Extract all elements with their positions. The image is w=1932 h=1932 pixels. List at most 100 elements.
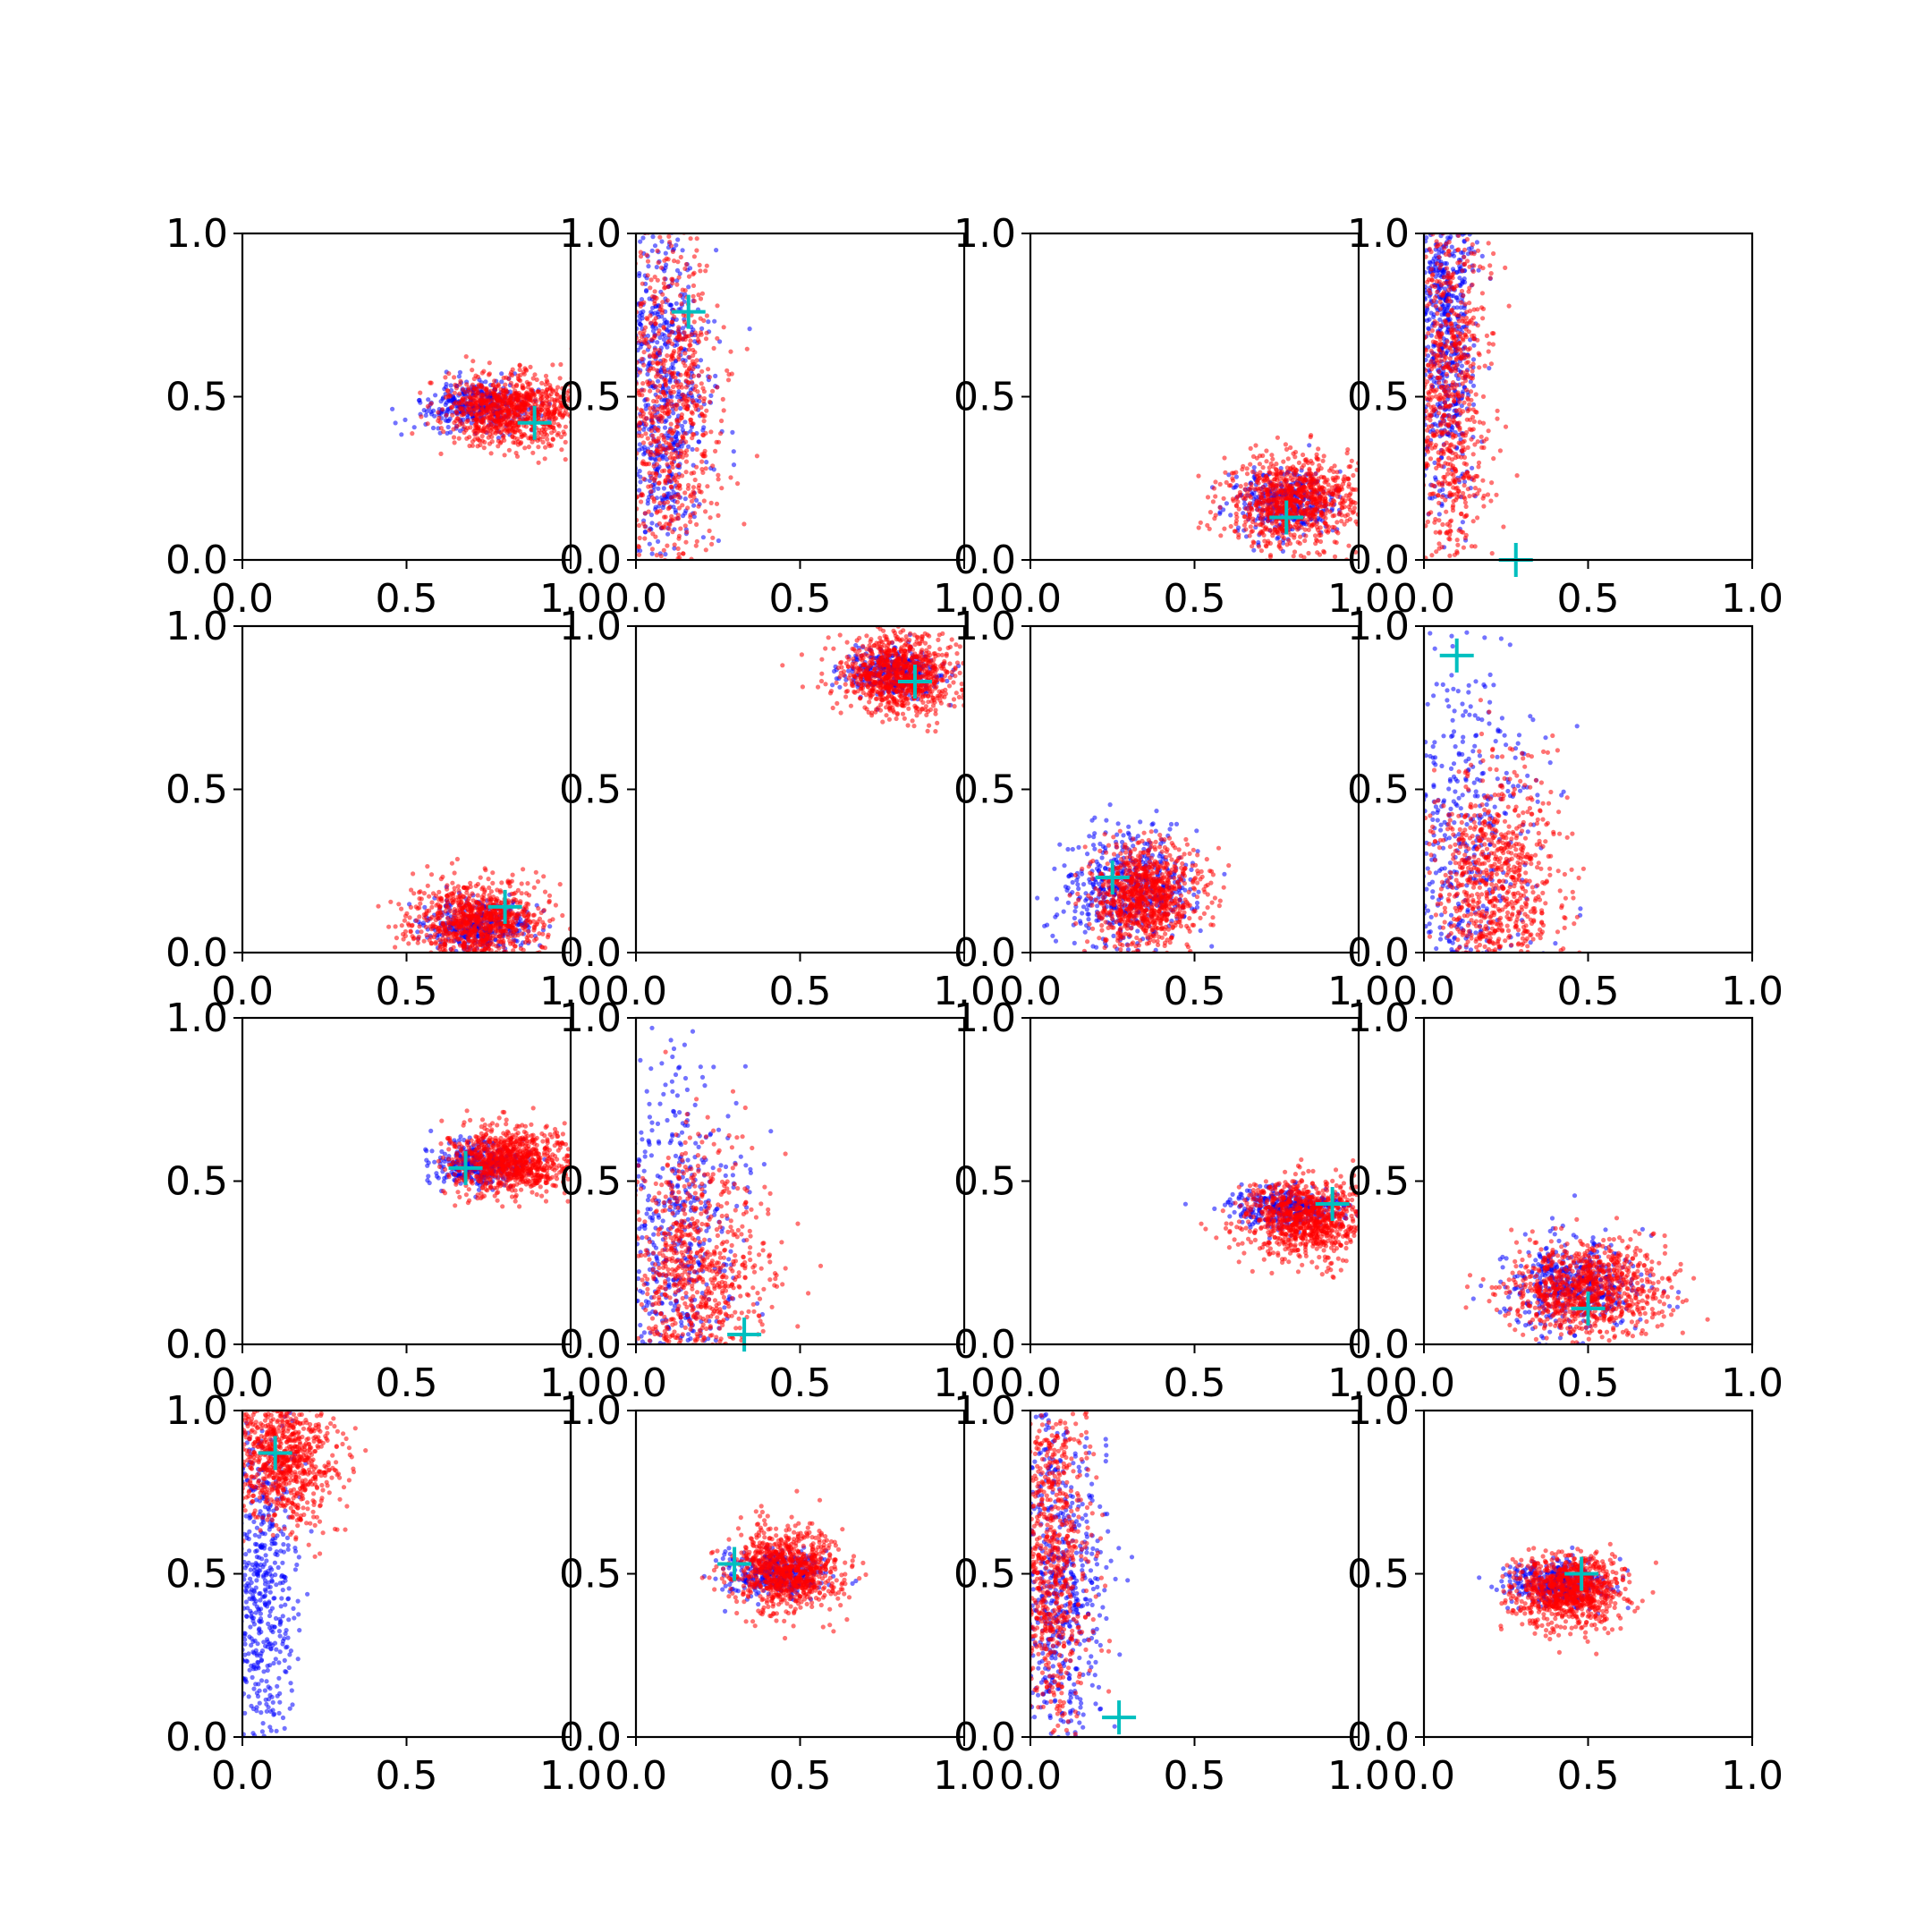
red-point bbox=[1456, 340, 1462, 345]
red-point bbox=[708, 515, 713, 521]
red-point bbox=[665, 462, 670, 467]
red-point bbox=[744, 346, 750, 352]
red-point bbox=[1352, 509, 1357, 514]
red-point bbox=[1449, 307, 1454, 312]
red-point bbox=[1441, 275, 1446, 280]
red-point bbox=[645, 436, 650, 441]
red-point bbox=[446, 371, 452, 377]
red-point bbox=[683, 261, 690, 267]
red-point bbox=[545, 386, 550, 392]
red-point bbox=[1335, 494, 1341, 499]
blue-point bbox=[1431, 378, 1436, 385]
red-point bbox=[636, 552, 642, 557]
red-point bbox=[530, 376, 536, 381]
red-point bbox=[540, 439, 546, 445]
y-tick-label: 0.5 bbox=[953, 375, 1016, 420]
red-point bbox=[703, 509, 708, 514]
red-point bbox=[1213, 479, 1218, 485]
red-point bbox=[1426, 390, 1431, 395]
blue-point bbox=[1449, 244, 1454, 250]
red-point bbox=[652, 275, 657, 280]
red-point bbox=[1467, 318, 1472, 325]
red-point bbox=[1347, 507, 1353, 513]
blue-point bbox=[669, 365, 674, 370]
blue-point bbox=[1479, 253, 1485, 258]
red-point bbox=[1213, 494, 1218, 499]
red-point bbox=[657, 508, 663, 513]
red-point bbox=[1452, 552, 1457, 557]
red-point bbox=[1258, 521, 1264, 527]
red-point bbox=[640, 381, 646, 386]
red-point bbox=[1296, 460, 1301, 466]
red-point bbox=[1316, 456, 1321, 462]
red-point bbox=[574, 422, 579, 427]
red-point bbox=[636, 522, 642, 529]
red-point bbox=[688, 236, 693, 242]
red-point bbox=[654, 374, 659, 379]
red-point bbox=[1285, 469, 1291, 474]
red-point bbox=[696, 485, 701, 491]
red-point bbox=[1265, 540, 1271, 547]
red-point bbox=[701, 419, 707, 424]
red-point bbox=[467, 443, 472, 449]
blue-point bbox=[448, 398, 453, 403]
red-point bbox=[650, 366, 656, 371]
red-point bbox=[1442, 428, 1447, 434]
red-point bbox=[562, 431, 567, 436]
x-tick-label: 0.0 bbox=[211, 576, 274, 622]
red-point bbox=[1260, 453, 1266, 459]
blue-point bbox=[1468, 337, 1473, 343]
blue-point bbox=[443, 418, 448, 423]
red-point bbox=[683, 385, 690, 390]
red-point bbox=[683, 459, 690, 464]
red-point bbox=[643, 421, 648, 428]
red-point bbox=[1316, 446, 1321, 452]
red-point bbox=[1464, 258, 1470, 264]
red-point bbox=[1444, 371, 1449, 377]
red-point bbox=[661, 377, 667, 382]
red-point bbox=[419, 414, 424, 419]
red-point bbox=[1321, 486, 1327, 491]
red-point bbox=[1230, 478, 1236, 483]
y-tick-label: 1.0 bbox=[953, 211, 1016, 257]
red-point bbox=[641, 362, 647, 368]
blue-point bbox=[1430, 428, 1436, 433]
red-point bbox=[1434, 465, 1439, 471]
red-point bbox=[672, 370, 677, 376]
red-point bbox=[1427, 395, 1432, 402]
red-point bbox=[636, 390, 641, 395]
red-point bbox=[669, 398, 674, 404]
red-point bbox=[653, 316, 658, 321]
red-point bbox=[702, 448, 708, 453]
red-point bbox=[1437, 306, 1443, 311]
red-point bbox=[514, 404, 521, 410]
subplot-4-points bbox=[1424, 233, 1520, 560]
red-point bbox=[1442, 388, 1447, 394]
red-point bbox=[1346, 477, 1352, 482]
red-point bbox=[675, 492, 681, 497]
red-point bbox=[704, 408, 709, 413]
red-point bbox=[533, 396, 538, 402]
red-point bbox=[514, 382, 520, 387]
red-point bbox=[1249, 529, 1254, 535]
blue-point bbox=[686, 284, 691, 290]
red-point bbox=[495, 412, 500, 418]
red-point bbox=[1449, 349, 1454, 354]
red-point bbox=[1276, 496, 1283, 501]
red-point bbox=[449, 405, 454, 411]
blue-point bbox=[731, 462, 737, 468]
red-point bbox=[1425, 519, 1430, 525]
red-point bbox=[1288, 445, 1293, 451]
red-point bbox=[1438, 422, 1444, 428]
red-point bbox=[1471, 307, 1477, 312]
red-point bbox=[1360, 527, 1364, 531]
red-point bbox=[1506, 303, 1512, 309]
red-point bbox=[472, 398, 478, 403]
red-point bbox=[688, 338, 693, 343]
red-point bbox=[1453, 455, 1458, 461]
red-point bbox=[532, 392, 538, 397]
red-point bbox=[1459, 288, 1465, 294]
y-tick-label: 1.0 bbox=[165, 211, 228, 257]
red-point bbox=[495, 425, 500, 430]
red-point bbox=[1452, 327, 1457, 333]
